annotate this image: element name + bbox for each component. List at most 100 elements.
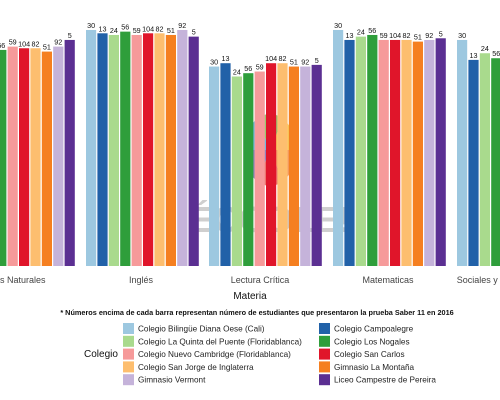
bar: [378, 39, 389, 266]
bar-data-label: 51: [167, 26, 175, 35]
legend-swatch: [319, 323, 330, 334]
bar-data-label: 51: [290, 58, 298, 67]
bar-data-label: 24: [357, 28, 365, 37]
bar-data-label: 13: [346, 31, 354, 40]
legend-swatch: [123, 335, 134, 347]
bar: [300, 66, 311, 266]
bar-data-label: 5: [315, 56, 319, 65]
bar: [243, 73, 254, 267]
category-tick-label: cias Naturales: [0, 275, 46, 285]
bar: [390, 39, 401, 266]
category-tick-label: Matematicas: [362, 275, 414, 285]
bar-data-label: 30: [87, 21, 95, 30]
legend-label: Colegio Bilingüe Diana Oese (Cali): [138, 325, 265, 334]
bar: [19, 48, 30, 266]
bar: [120, 31, 131, 267]
footnote: * Números encima de cada barra represent…: [60, 308, 453, 317]
legend-title: Colegio: [84, 349, 118, 360]
bar: [355, 36, 366, 267]
bar: [333, 29, 344, 266]
legend-label: Colegio San Jorge de Inglaterra: [138, 363, 254, 372]
bar: [188, 36, 199, 267]
category-tick-label: Lectura Crítica: [231, 275, 290, 285]
bar-data-label: 82: [279, 54, 287, 63]
bar: [491, 58, 500, 266]
legend-swatch: [123, 348, 134, 360]
category-tick-label: Sociales y Com: [457, 275, 500, 285]
legend-item: Gimnasio Vermont: [123, 374, 206, 386]
bar: [231, 76, 242, 266]
bar: [344, 39, 355, 266]
bar-data-label: 92: [425, 31, 433, 40]
bar-data-label: 24: [481, 44, 489, 53]
legend-swatch: [319, 335, 330, 347]
bar-data-label: 59: [133, 26, 141, 35]
bar-data-label: 13: [222, 54, 230, 63]
legend-label: Colegio San Carlos: [334, 350, 405, 359]
bar-data-label: 5: [192, 28, 196, 37]
category-tick-label: Inglés: [129, 275, 154, 285]
legend-item: Colegio Campoalegre: [319, 323, 414, 334]
bar-data-label: 56: [492, 49, 500, 58]
bar-data-label: 56: [244, 64, 252, 73]
bar-data-label: 30: [334, 21, 342, 30]
bar: [7, 46, 18, 267]
bar-data-label: 59: [9, 38, 17, 47]
legend-item: Gimnasio La Montaña: [319, 361, 415, 373]
bar: [266, 63, 277, 266]
bar: [86, 29, 97, 266]
bar-data-label: 56: [368, 26, 376, 35]
legend-swatch: [123, 374, 134, 386]
bar: [288, 66, 299, 266]
legend-label: Gimnasio Vermont: [138, 376, 206, 385]
bar: [64, 39, 75, 266]
bar-groups: 3013245659104825192530132456591048251925…: [0, 21, 500, 267]
legend-item: Colegio San Jorge de Inglaterra: [123, 361, 254, 373]
legend-label: Colegio Campoalegre: [334, 325, 414, 334]
bar-data-label: 51: [43, 43, 51, 52]
legend-item: Colegio La Quinta del Puente (Floridabla…: [123, 335, 302, 347]
legend-label: Colegio Nuevo Cambridge (Floridablanca): [138, 350, 291, 359]
bar: [435, 38, 446, 266]
bar-data-label: 92: [301, 58, 309, 67]
bar: [468, 59, 479, 266]
bar: [154, 33, 165, 266]
bar: [177, 29, 188, 266]
bar: [254, 71, 265, 266]
legend-item: Colegio Nuevo Cambridge (Floridablanca): [123, 348, 291, 360]
bar: [97, 33, 108, 266]
bar: [53, 46, 64, 267]
legend-item: Colegio Bilingüe Diana Oese (Cali): [123, 323, 265, 334]
bar-data-label: 59: [256, 63, 264, 72]
bar: [479, 53, 490, 267]
bar: [209, 66, 220, 266]
bar: [424, 39, 435, 266]
bar-data-label: 13: [99, 24, 107, 33]
bar: [108, 34, 119, 267]
legend-swatch: [319, 361, 330, 373]
bar-data-label: 92: [178, 21, 186, 30]
bar-data-label: 56: [0, 41, 5, 50]
bar: [367, 34, 378, 267]
bar-data-label: 13: [470, 51, 478, 60]
bar-data-label: 59: [380, 31, 388, 40]
legend-label: Colegio La Quinta del Puente (Floridabla…: [138, 337, 302, 346]
bar: [457, 39, 468, 266]
legend-label: Gimnasio La Montaña: [334, 363, 415, 372]
bar-data-label: 56: [121, 23, 129, 32]
bar-data-label: 104: [18, 39, 30, 48]
legend-item: Liceo Campestre de Pereira: [319, 374, 436, 386]
legend-item: Colegio Los Nogales: [319, 335, 410, 347]
legend: Colegio Bilingüe Diana Oese (Cali) Colegi…: [123, 323, 436, 386]
bar: [143, 33, 154, 266]
legend-label: Liceo Campestre de Pereira: [334, 376, 436, 385]
bar-data-label: 5: [439, 29, 443, 38]
bar: [131, 34, 142, 267]
legend-swatch: [123, 361, 134, 373]
bar: [220, 63, 231, 266]
